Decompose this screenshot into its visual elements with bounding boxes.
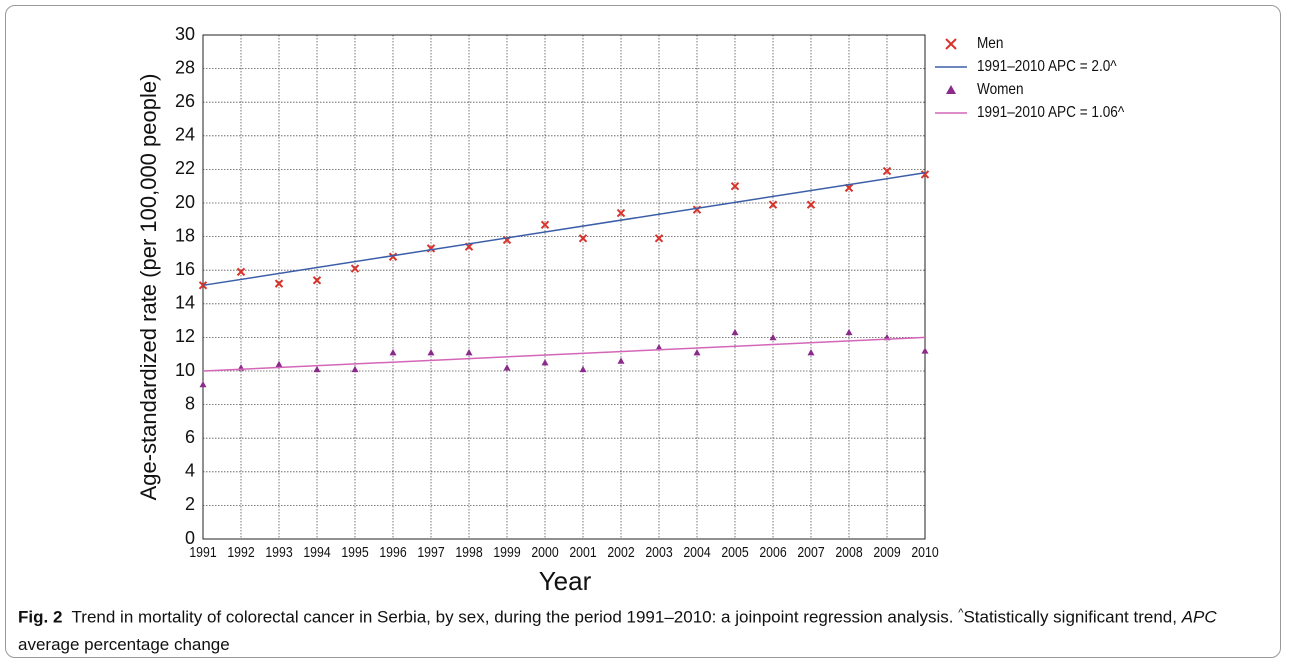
point <box>541 359 549 366</box>
point <box>313 365 321 373</box>
x-tick-label: 1998 <box>455 544 483 560</box>
point <box>617 357 625 364</box>
point <box>503 364 511 371</box>
x-tick-label: 2007 <box>797 544 824 560</box>
point <box>578 234 588 243</box>
x-tick-label: 1999 <box>493 544 520 560</box>
x-tick-label: 1997 <box>417 544 444 560</box>
point <box>769 333 777 341</box>
caption-abbr-def: average percentage change <box>18 634 230 654</box>
legend-label: Women <box>977 81 1024 98</box>
point <box>807 349 815 356</box>
legend-label: 1991–2010 APC = 1.06^ <box>977 104 1124 121</box>
caption-text: Trend in mortality of colorectal cancer … <box>71 607 954 627</box>
y-tick-label: 12 <box>175 326 195 346</box>
point <box>655 343 663 351</box>
caption-abbr: APC <box>1181 607 1217 627</box>
y-tick-label: 18 <box>175 225 195 245</box>
x-tick-label: 2001 <box>569 544 596 560</box>
y-tick-label: 22 <box>175 158 195 178</box>
y-tick-label: 30 <box>175 24 195 44</box>
point <box>274 279 284 288</box>
point <box>806 200 816 209</box>
y-tick-label: 0 <box>185 528 195 548</box>
y-tick-label: 4 <box>185 461 195 481</box>
point <box>920 170 930 179</box>
x-tick-label: 2005 <box>721 544 749 560</box>
point <box>616 208 626 218</box>
point <box>236 267 246 277</box>
plot-border <box>202 34 926 540</box>
x-tick-label: 2008 <box>835 544 863 560</box>
point <box>312 276 322 285</box>
point <box>845 328 853 336</box>
y-tick-label: 16 <box>175 259 195 279</box>
legend-marker <box>946 85 956 94</box>
point <box>350 264 360 273</box>
x-tick-label: 1993 <box>265 544 293 560</box>
x-tick-label: 2004 <box>683 544 711 560</box>
x-tick-label: 1994 <box>303 544 331 560</box>
point <box>389 349 397 356</box>
point <box>199 380 207 388</box>
legend-label: Men <box>977 35 1003 52</box>
x-tick-label: 1996 <box>379 544 407 560</box>
caption-label: Fig. 2 <box>18 607 63 627</box>
legend-marker <box>945 38 957 50</box>
point <box>275 360 283 368</box>
y-tick-label: 2 <box>185 494 195 514</box>
trend-line <box>202 172 926 287</box>
caption-note-mark: ^ <box>958 607 964 619</box>
y-tick-label: 26 <box>175 91 195 111</box>
caption: Fig. 2 Trend in mortality of colorectal … <box>18 600 1268 658</box>
y-axis-label: Age-standardized rate (per 100,000 peopl… <box>136 74 161 501</box>
point <box>731 328 739 336</box>
y-tick-label: 8 <box>185 393 195 413</box>
x-tick-label: 1992 <box>227 544 254 560</box>
x-tick-label: 2002 <box>607 544 634 560</box>
point <box>768 200 778 209</box>
x-tick-label: 1995 <box>341 544 369 560</box>
point <box>540 220 550 230</box>
x-tick-label: 1991 <box>189 544 216 560</box>
x-tick-label: 2000 <box>531 544 559 560</box>
y-tick-label: 20 <box>175 192 195 212</box>
y-tick-label: 24 <box>175 125 195 145</box>
point <box>465 349 473 356</box>
legend-label: 1991–2010 APC = 2.0^ <box>977 58 1117 75</box>
point <box>693 349 701 356</box>
y-tick-label: 28 <box>175 57 195 77</box>
caption-note: Statistically significant trend, <box>963 607 1177 627</box>
trend-line <box>202 336 926 372</box>
y-tick-label: 6 <box>185 427 195 447</box>
point <box>654 234 664 243</box>
point <box>427 349 435 356</box>
x-tick-label: 2006 <box>759 544 787 560</box>
x-tick-label: 2003 <box>645 544 673 560</box>
point <box>579 365 587 373</box>
point <box>388 252 398 261</box>
chart: Age-standardized rate (per 100,000 peopl… <box>136 24 1124 596</box>
x-tick-label: 2009 <box>873 544 900 560</box>
point <box>351 365 359 373</box>
y-tick-label: 10 <box>175 360 195 380</box>
y-tick-label: 14 <box>175 293 195 313</box>
figure-frame <box>5 5 1281 658</box>
point <box>730 181 740 191</box>
point <box>882 166 892 176</box>
x-axis-label: Year <box>539 566 592 596</box>
point <box>921 347 929 354</box>
x-tick-label: 2010 <box>911 544 939 560</box>
